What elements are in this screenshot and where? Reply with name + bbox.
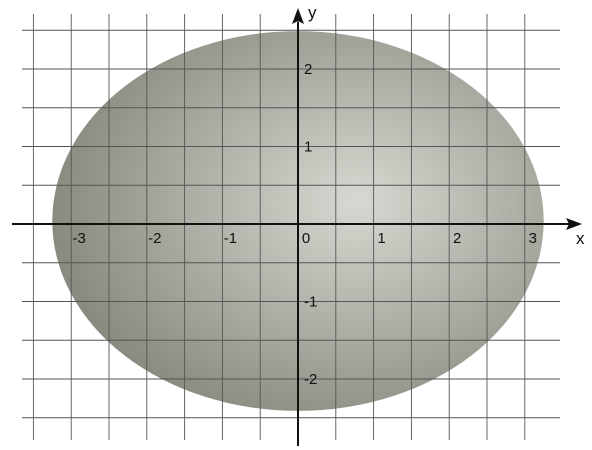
y-tick-label: -2	[304, 371, 317, 388]
y-axis-arrowhead	[292, 8, 304, 24]
grid-lines	[22, 14, 560, 440]
y-axis-label: y	[308, 3, 317, 22]
y-tick-label: 1	[304, 139, 312, 156]
x-tick-label: 3	[529, 230, 537, 247]
axes	[12, 8, 582, 446]
x-tick-label: 0	[302, 230, 310, 247]
x-tick-label: 1	[377, 230, 385, 247]
x-axis-arrowhead	[566, 218, 582, 230]
x-tick-label: -2	[148, 230, 161, 247]
y-tick-label: -1	[304, 294, 317, 311]
x-axis-label: x	[576, 229, 585, 248]
y-tick-label: 2	[304, 61, 312, 78]
x-tick-label: 2	[453, 230, 461, 247]
x-tick-label: -3	[73, 230, 86, 247]
x-tick-label: -1	[224, 230, 237, 247]
tick-labels: -3 -2 -1 0 1 2 3 2 1 -1 -2	[73, 61, 537, 388]
